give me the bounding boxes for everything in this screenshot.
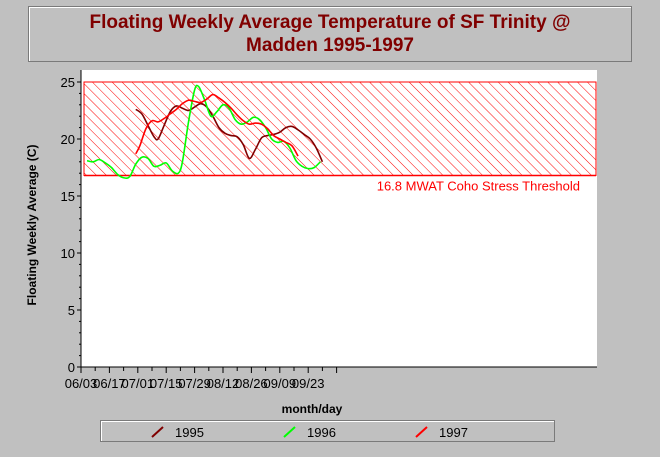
legend-item-1995: 1995 [149,421,204,443]
x-tick-label: 09/23 [292,376,325,391]
y-tick-label: 0 [68,360,75,375]
x-tick-label: 08/26 [235,376,268,391]
series-line-1996 [86,84,321,179]
legend-label-1996: 1996 [307,424,336,440]
y-axis-label: Floating Weekly Average (C) [25,144,39,306]
legend-swatch-1996 [283,426,296,438]
threshold-layer: 16.8 MWAT Coho Stress Threshold [83,81,597,193]
threshold-label: 16.8 MWAT Coho Stress Threshold [377,178,580,193]
y-tick-label: 10 [61,246,75,261]
chart-title-line-2: Madden 1995-1997 [246,35,414,56]
legend-label-1995: 1995 [175,424,204,440]
legend-swatch-1995 [151,426,164,438]
x-tick-label: 06/17 [93,376,126,391]
series-layer [86,84,324,179]
x-tick-label: 07/15 [150,376,183,391]
legend-swatch-1997 [415,426,428,438]
y-tick-label: 15 [61,189,75,204]
threshold-band [83,81,597,176]
chart-title-box: Floating Weekly Average Temperature of S… [28,6,632,62]
y-tick-label: 20 [61,132,75,147]
legend-item-1996: 1996 [281,421,336,443]
y-tick-label: 5 [68,303,75,318]
x-tick-label: 09/09 [264,376,297,391]
legend: 1995 1996 1997 [100,420,555,442]
x-tick-label: 08/12 [207,376,240,391]
x-tick-label: 07/29 [178,376,211,391]
axes: 0 5 10 15 20 25 06/0306/1707/0107/1507/2908/12… [61,70,597,391]
legend-label-1997: 1997 [439,424,468,440]
legend-item-1997: 1997 [413,421,468,443]
chart-title-line-1: Floating Weekly Average Temperature of S… [89,12,571,33]
series-line-1995 [135,102,324,163]
x-tick-label: 06/03 [65,376,98,391]
series-line-1997 [135,93,299,157]
y-tick-label: 25 [61,75,75,90]
x-tick-label: 07/01 [122,376,155,391]
x-axis-label: month/day [281,402,343,416]
